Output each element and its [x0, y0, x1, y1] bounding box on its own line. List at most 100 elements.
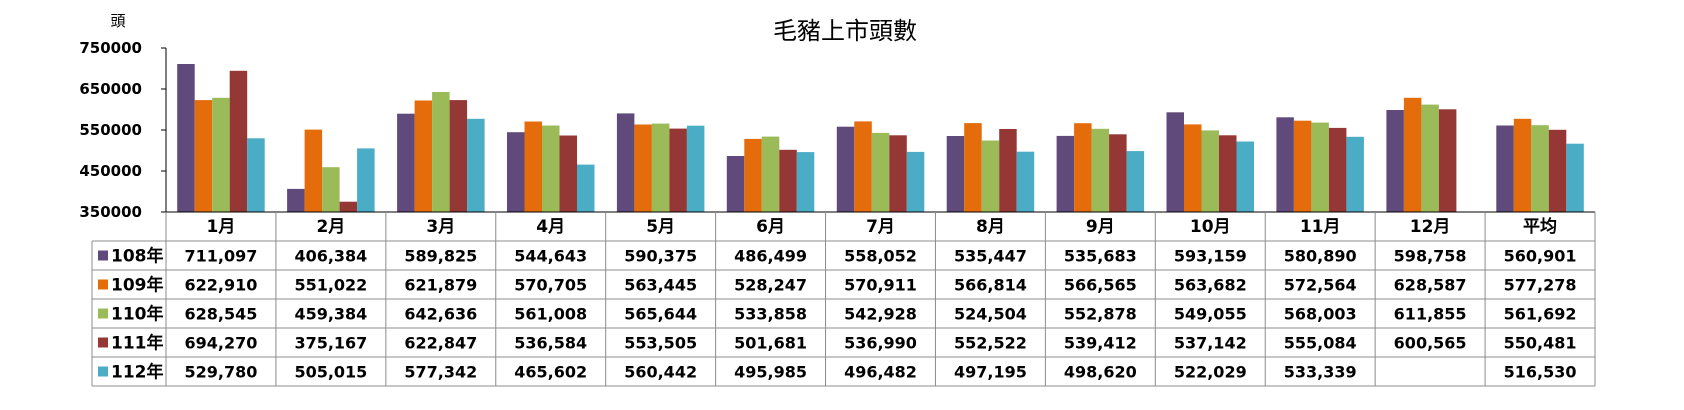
bar-109年-11月	[1293, 120, 1312, 212]
series-label: 108年	[111, 246, 164, 267]
x-category-label: 5月	[646, 217, 675, 237]
legend-key	[98, 366, 108, 377]
y-axis-unit-label: 頭	[110, 12, 125, 30]
table-cell: 539,412	[1064, 334, 1137, 353]
bar-109年-6月	[744, 138, 762, 212]
series-label: 112年	[111, 362, 164, 383]
table-cell: 537,142	[1174, 334, 1247, 353]
bar-110年-2月	[322, 167, 340, 212]
table-cell: 563,445	[624, 276, 697, 295]
bar-108年-4月	[507, 132, 525, 212]
bar-110年-3月	[432, 92, 450, 212]
table-cell: 535,447	[954, 247, 1027, 266]
y-tick-label: 450000	[79, 162, 142, 180]
bar-110年-12月	[1421, 104, 1439, 212]
bar-111年-1月	[229, 70, 248, 212]
bar-110年-6月	[761, 136, 780, 212]
bar-111年-4月	[559, 135, 577, 212]
legend-key	[98, 279, 108, 290]
table-cell: 524,504	[954, 305, 1027, 324]
bar-110年-11月	[1311, 122, 1329, 212]
bar-108年-12月	[1386, 110, 1404, 212]
x-category-label: 1月	[207, 217, 236, 237]
bar-108年-7月	[836, 126, 855, 212]
table-cell: 552,522	[954, 334, 1027, 353]
series-label: 111年	[111, 333, 164, 354]
bar-109年-4月	[524, 121, 542, 212]
bar-109年-2月	[304, 129, 323, 212]
table-cell: 572,564	[1284, 276, 1357, 295]
chart-title: 毛豬上市頭數	[773, 17, 917, 45]
x-category-label: 8月	[976, 217, 1005, 237]
bar-112年-8月	[1016, 151, 1035, 212]
table-cell: 529,780	[185, 363, 258, 382]
bar-112年-10月	[1236, 141, 1254, 212]
bar-110年-1月	[212, 97, 230, 212]
series-label: 109年	[111, 275, 164, 296]
bar-108年-9月	[1056, 135, 1075, 212]
table-cell: 496,482	[844, 363, 917, 382]
table-cell: 552,878	[1064, 305, 1137, 324]
table-cell: 622,847	[404, 334, 477, 353]
bar-111年-5月	[669, 128, 687, 212]
table-cell: 549,055	[1174, 305, 1247, 324]
table-cell: 560,901	[1504, 247, 1577, 266]
bar-110年-4月	[542, 125, 560, 212]
bar-112年-5月	[686, 125, 705, 212]
bar-108年-2月	[287, 188, 305, 212]
x-category-label: 3月	[426, 217, 455, 237]
table-cell: 566,565	[1064, 276, 1137, 295]
axes: 350000 450000 550000 650000 750000	[79, 39, 167, 221]
table-cell: 505,015	[294, 363, 367, 382]
bar-109年-9月	[1074, 123, 1092, 212]
table-cell: 598,758	[1394, 247, 1467, 266]
bar-108年-6月	[726, 156, 745, 212]
bar-108年-11月	[1276, 117, 1294, 212]
table-cell: 553,505	[624, 334, 697, 353]
x-category-label: 2月	[316, 217, 345, 237]
table-cell: 555,084	[1284, 334, 1357, 353]
bar-109年-8月	[964, 123, 982, 212]
table-cell: 561,692	[1504, 305, 1577, 324]
bar-109年-1月	[194, 100, 213, 212]
table-cell: 550,481	[1504, 334, 1577, 353]
bar-112年-2月	[357, 148, 375, 212]
bar-111年-7月	[889, 135, 907, 212]
table-cell: 516,530	[1504, 363, 1577, 382]
bar-110年-8月	[981, 140, 1000, 212]
y-tick-label: 550000	[79, 121, 142, 139]
bar-109年-5月	[634, 124, 652, 212]
bar-110年-5月	[651, 123, 670, 212]
x-category-label: 6月	[756, 217, 785, 237]
table-cell: 535,683	[1064, 247, 1137, 266]
table-cell: 375,167	[294, 334, 367, 353]
series-label: 110年	[111, 304, 164, 325]
bar-110年-9月	[1091, 128, 1110, 212]
bar-109年-12月	[1403, 97, 1422, 212]
x-category-label: 9月	[1086, 217, 1115, 237]
legend-key	[98, 250, 108, 261]
table-cell: 501,681	[734, 334, 807, 353]
x-category-label: 12月	[1410, 217, 1451, 237]
bar-109年-7月	[854, 121, 872, 212]
table-cell: 495,985	[734, 363, 807, 382]
table-cell: 498,620	[1064, 363, 1137, 382]
bar-108年-平均	[1496, 125, 1514, 212]
bar-112年-9月	[1126, 151, 1145, 212]
table-cell: 642,636	[404, 305, 477, 324]
table-cell: 533,858	[734, 305, 807, 324]
bar-111年-11月	[1328, 127, 1347, 212]
bar-108年-5月	[616, 113, 635, 212]
table-cell: 580,890	[1284, 247, 1357, 266]
table-cell: 570,911	[844, 276, 917, 295]
table-cell: 544,643	[514, 247, 587, 266]
table-cell: 621,879	[404, 276, 477, 295]
table-cell: 694,270	[185, 334, 258, 353]
table-cell: 622,910	[185, 276, 258, 295]
table-cell: 711,097	[185, 247, 258, 266]
bar-111年-2月	[339, 201, 358, 212]
bar-111年-8月	[999, 129, 1017, 212]
bar-112年-3月	[467, 118, 485, 212]
bar-112年-7月	[906, 151, 925, 212]
